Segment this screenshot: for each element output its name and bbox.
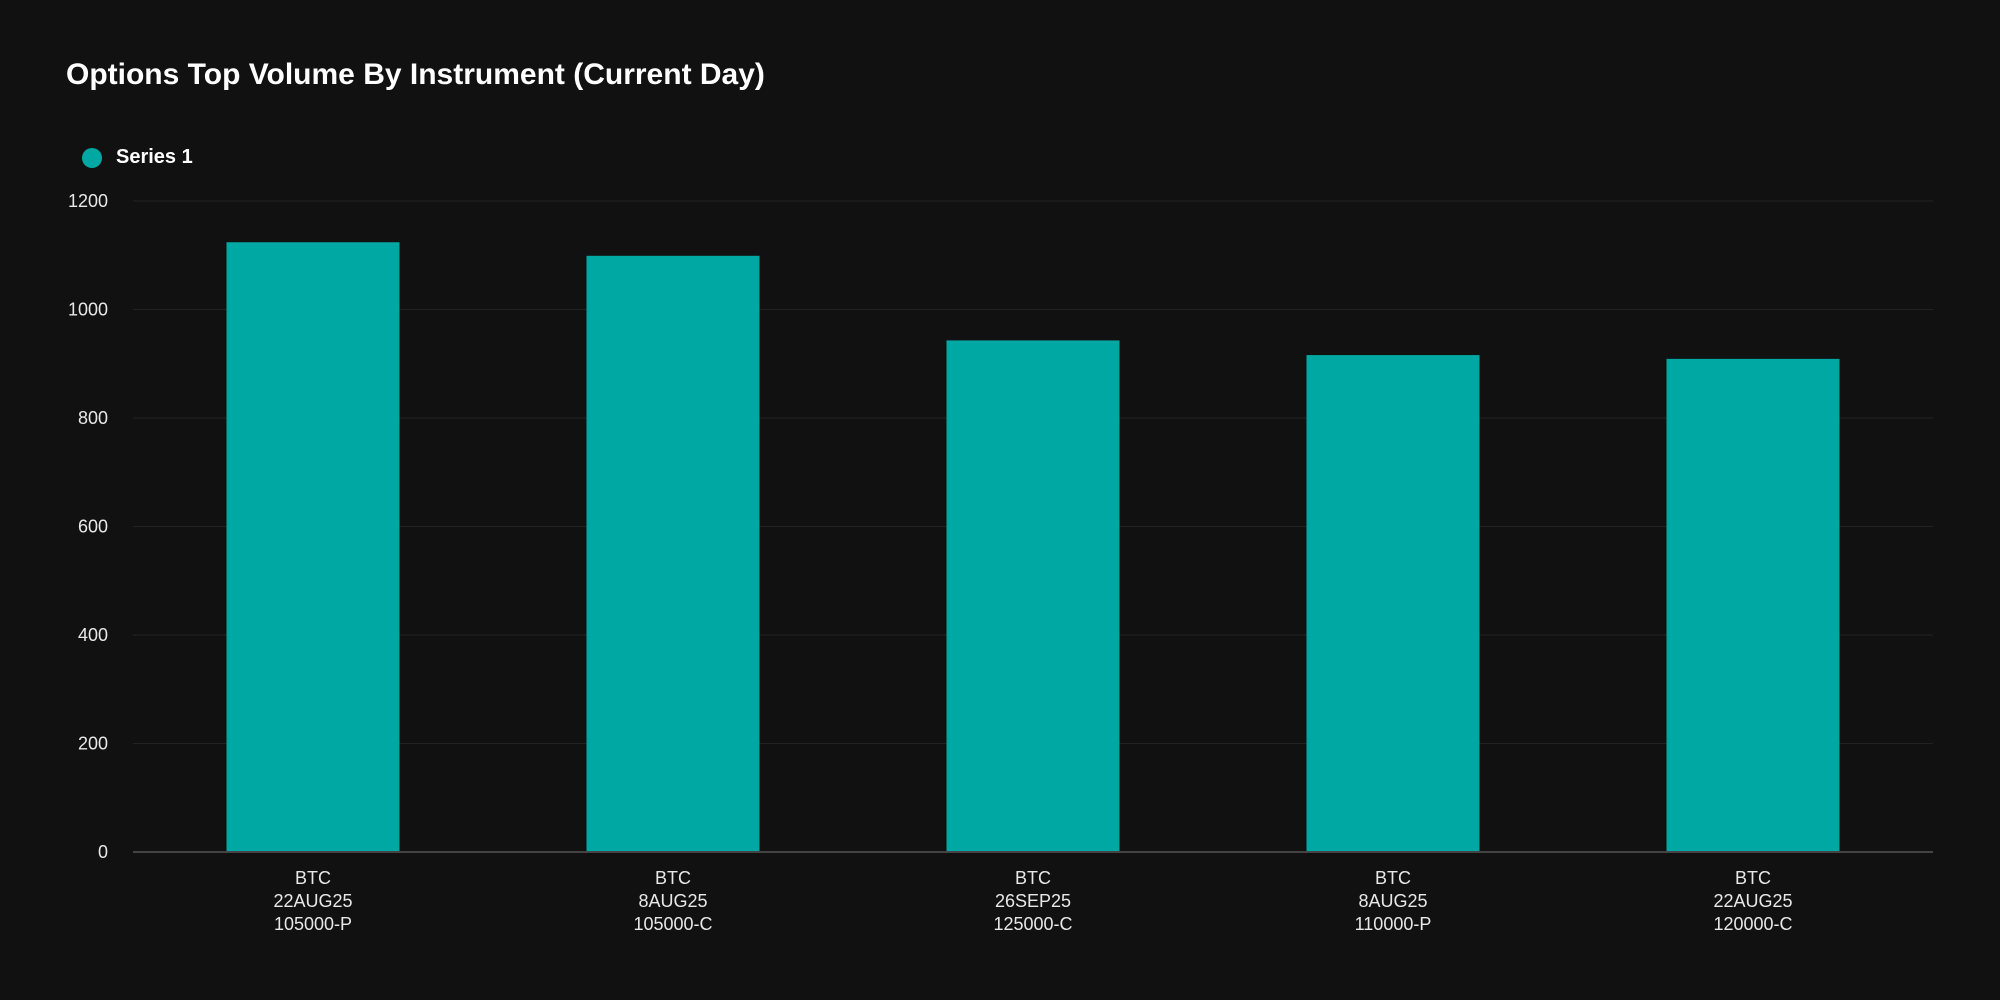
bar-4[interactable]	[1306, 355, 1480, 852]
x-tick-label-line: 8AUG25	[1358, 891, 1427, 911]
y-tick-label: 0	[98, 842, 108, 862]
x-tick-label-line: 105000-C	[633, 914, 712, 934]
x-tick-label-line: 22AUG25	[273, 891, 352, 911]
x-tick-label-line: 120000-C	[1713, 914, 1792, 934]
x-tick-label-line: BTC	[1735, 868, 1771, 888]
legend-swatch	[82, 147, 102, 168]
x-tick-label-line: BTC	[655, 868, 691, 888]
x-tick-label-line: 8AUG25	[638, 891, 707, 911]
x-tick-label-line: BTC	[295, 868, 331, 888]
x-tick-label: BTC 8AUG25 110000-P	[1355, 868, 1432, 934]
bar-2[interactable]	[586, 255, 760, 853]
x-tick-label-line: BTC	[1375, 868, 1411, 888]
legend: Series 1	[82, 146, 193, 169]
x-tick-label: BTC 22AUG25 120000-C	[1713, 868, 1792, 934]
y-tick-label: 400	[78, 625, 108, 645]
y-tick-label: 800	[78, 408, 108, 428]
x-tick-label: BTC 22AUG25 105000-P	[273, 868, 352, 934]
y-tick-label: 600	[78, 517, 108, 537]
legend-label-series-1: Series 1	[116, 146, 193, 168]
x-tick-label-line: 110000-P	[1355, 914, 1432, 934]
chart-title: Options Top Volume By Instrument (Curren…	[66, 58, 765, 91]
y-tick-label: 1200	[68, 191, 108, 211]
bar-1[interactable]	[226, 242, 400, 853]
bar-3[interactable]	[946, 340, 1120, 852]
x-tick-label-line: 26SEP25	[995, 891, 1071, 911]
y-tick-label: 200	[78, 734, 108, 754]
x-tick-label-line: BTC	[1015, 868, 1051, 888]
bar-5[interactable]	[1666, 358, 1840, 852]
x-tick-label-line: 105000-P	[274, 914, 352, 934]
x-tick-label-line: 125000-C	[993, 914, 1072, 934]
y-tick-label: 1000	[68, 300, 108, 320]
x-tick-label-line: 22AUG25	[1713, 891, 1792, 911]
x-tick-label: BTC 8AUG25 105000-C	[633, 868, 712, 934]
x-tick-label: BTC 26SEP25 125000-C	[993, 868, 1072, 934]
